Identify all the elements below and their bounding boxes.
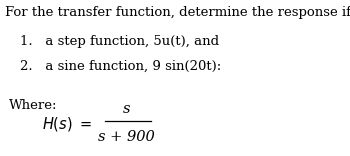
- Text: For the transfer function, determine the response if the input is:: For the transfer function, determine the…: [5, 6, 350, 19]
- Text: s + 900: s + 900: [98, 130, 155, 144]
- Text: $H(s)\ =$: $H(s)\ =$: [42, 115, 93, 133]
- Text: 1.   a step function, 5u(t), and: 1. a step function, 5u(t), and: [20, 35, 219, 48]
- Text: s: s: [123, 102, 130, 116]
- Text: 2.   a sine function, 9 sin(20t):: 2. a sine function, 9 sin(20t):: [20, 60, 221, 73]
- Text: Where:: Where:: [9, 100, 57, 112]
